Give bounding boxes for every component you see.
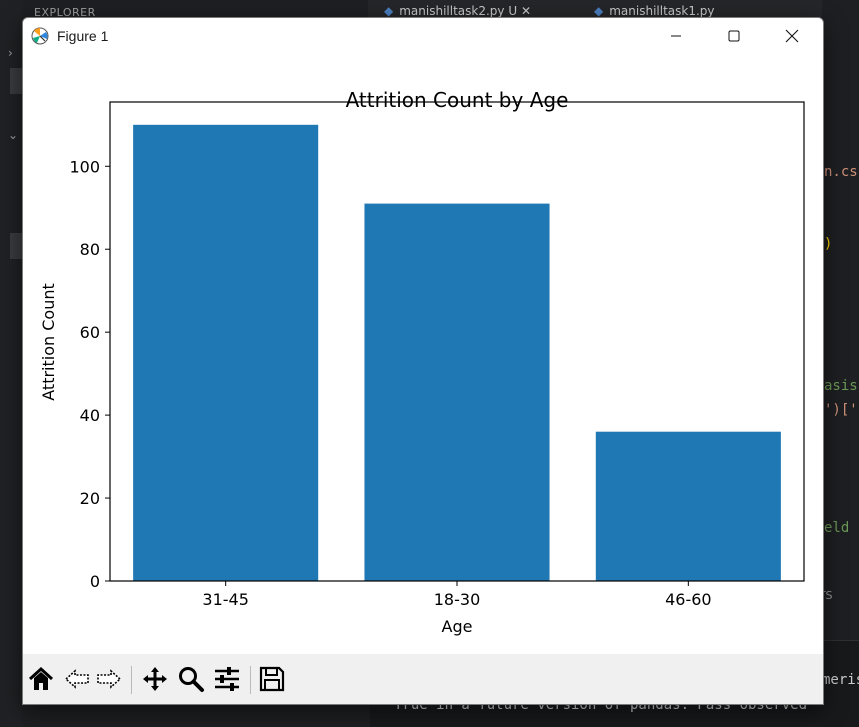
chart-title: Attrition Count by Age <box>346 88 569 112</box>
pan-button[interactable] <box>139 663 171 695</box>
chevron-down-icon: ⌄ <box>8 128 19 142</box>
code-fragment: eld <box>824 520 850 536</box>
code-fragment: asis <box>824 378 858 394</box>
bar-chart: Attrition Count by Age 0 20 40 60 80 100 31-4… <box>39 88 805 636</box>
y-tick-label: 100 <box>69 157 100 176</box>
bar-18-30 <box>364 203 550 581</box>
x-tick-label: 18-30 <box>434 590 481 609</box>
sliders-icon <box>215 667 239 691</box>
sidebar-selection-marker <box>10 233 22 259</box>
close-icon <box>785 29 799 43</box>
forward-button[interactable] <box>93 663 125 695</box>
navigation-toolbar <box>23 654 823 704</box>
python-file-icon: ◆ <box>384 4 394 18</box>
editor-tab-strip: ◆ manishilltask2.py U ✕ ◆ manishilltask1.p… <box>368 0 859 18</box>
code-editor[interactable]: n.cs ) asis ')[' eld <box>822 0 859 640</box>
sidebar-selection-marker <box>10 68 22 94</box>
editor-tab-label: manishilltask2.py U <box>399 4 518 18</box>
home-button[interactable] <box>25 663 57 695</box>
terminal-line: meris <box>822 672 859 688</box>
save-button[interactable] <box>256 663 288 695</box>
minimize-button[interactable] <box>647 18 705 54</box>
plot-canvas[interactable]: Attrition Count by Age 0 20 40 60 80 100 31-4… <box>23 54 823 654</box>
python-file-icon: ◆ <box>594 4 604 18</box>
code-fragment: n.cs <box>824 164 858 180</box>
y-axis-label: Attrition Count <box>39 283 58 400</box>
editor-activity-sidebar: › ⌄ <box>0 0 22 726</box>
axes-frame <box>109 101 805 582</box>
y-tick-label: 40 <box>80 406 100 425</box>
close-icon[interactable]: ✕ <box>520 4 531 18</box>
x-axis-label: Age <box>442 617 473 636</box>
editor-tab-label: manishilltask1.py <box>609 4 715 18</box>
y-tick-label: 60 <box>80 323 100 342</box>
close-button[interactable] <box>763 18 821 54</box>
explorer-heading: EXPLORER <box>34 6 96 19</box>
x-tick-label: 31-45 <box>202 590 249 609</box>
bar-31-45 <box>133 124 319 582</box>
y-tick-label: 20 <box>80 489 100 508</box>
configure-subplots-button[interactable] <box>211 663 243 695</box>
magnifier-icon <box>179 667 204 692</box>
maximize-button[interactable] <box>705 18 763 54</box>
matplotlib-logo-icon <box>31 27 49 45</box>
window-title: Figure 1 <box>57 28 109 44</box>
bar-46-60 <box>595 431 781 581</box>
minimize-icon <box>671 35 681 37</box>
x-tick-label: 46-60 <box>665 590 712 609</box>
toolbar-separator <box>131 666 132 694</box>
move-icon <box>143 667 167 691</box>
code-fragment: ')[' <box>824 402 858 418</box>
title-bar[interactable]: Figure 1 <box>23 18 823 54</box>
code-fragment: ) <box>824 236 833 252</box>
floppy-disk-icon <box>259 666 285 692</box>
editor-tab[interactable]: ◆ manishilltask1.py <box>594 4 715 18</box>
zoom-button[interactable] <box>175 663 207 695</box>
home-icon <box>28 666 54 690</box>
chevron-right-icon: › <box>8 46 13 60</box>
toolbar-separator <box>250 666 251 694</box>
editor-tab[interactable]: ◆ manishilltask2.py U ✕ <box>384 4 531 18</box>
figure-window: Figure 1 Attrition Count by Age 0 20 40 60 8… <box>22 17 824 705</box>
y-tick-label: 0 <box>90 572 100 591</box>
forward-arrow-icon <box>97 669 122 689</box>
back-arrow-icon <box>64 669 89 689</box>
y-tick-label: 80 <box>80 240 100 259</box>
back-button[interactable] <box>61 663 93 695</box>
maximize-icon <box>728 30 740 42</box>
